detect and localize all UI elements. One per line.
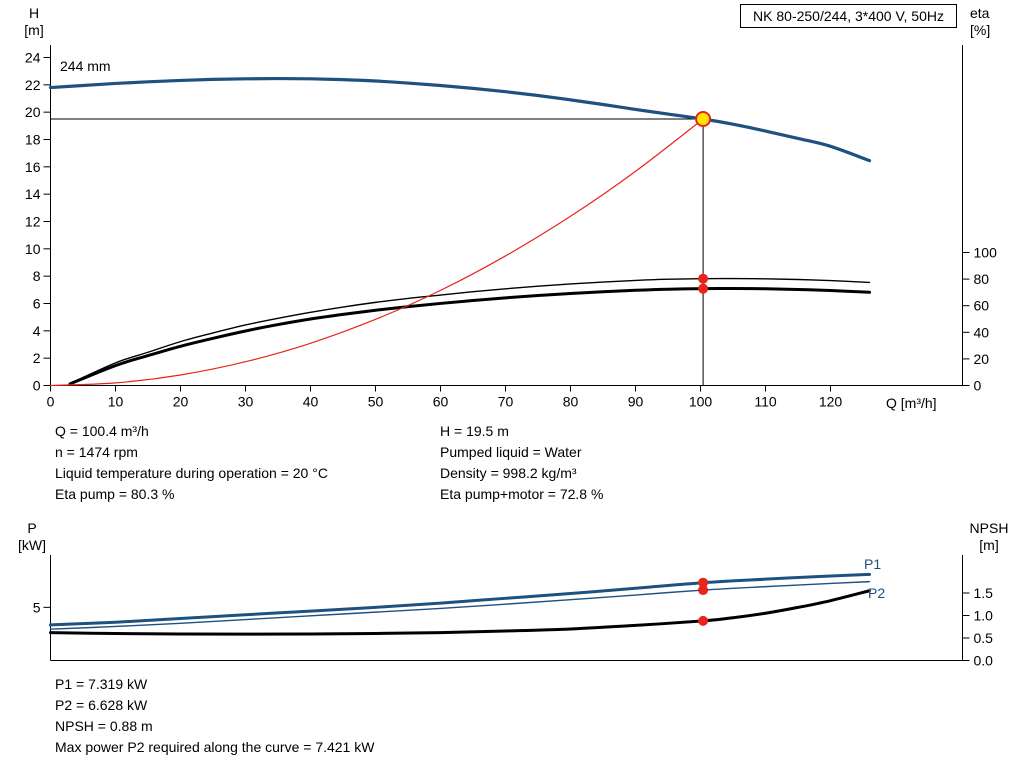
tick-label: 70 — [498, 394, 514, 410]
eta-axis-title-symbol: eta — [970, 5, 990, 21]
operating-point-dot — [698, 615, 709, 626]
info-line-max-power: Max power P2 required along the curve = … — [55, 739, 375, 755]
tick-label: 6 — [33, 295, 41, 311]
head-axis-title-symbol: H — [28, 5, 40, 21]
tick-label: 2 — [33, 350, 41, 366]
tick-label: 5 — [33, 599, 41, 615]
tick-label: 0 — [33, 378, 41, 394]
npsh-axis-title-unit: [m] — [979, 537, 999, 553]
npsh-curve — [49, 589, 871, 636]
duty-info-left-column: Q = 100.4 m³/h n = 1474 rpm Liquid tempe… — [55, 421, 328, 505]
power-axis-title-unit: [kW] — [18, 537, 46, 553]
tick-label: 0.0 — [974, 653, 994, 669]
npsh-axis-title-symbol: NPSH — [969, 520, 1009, 536]
tick-label: 1.5 — [974, 585, 994, 601]
operating-point-dot — [698, 283, 709, 294]
tick-label: 60 — [433, 394, 449, 410]
tick-label: 20 — [974, 351, 990, 367]
tick-label: 8 — [33, 268, 41, 284]
tick-label: 24 — [25, 49, 41, 65]
tick-label: 110 — [754, 394, 777, 410]
info-line-h: H = 19.5 m — [440, 423, 509, 439]
tick-label: 20 — [25, 104, 41, 120]
info-line-p1: P1 = 7.319 kW — [55, 676, 148, 692]
tick-label: 80 — [974, 271, 990, 287]
tick-label: 10 — [108, 394, 124, 410]
power-axis-title: P [kW] — [12, 520, 52, 554]
head-244mm-curve — [48, 76, 872, 163]
power-info-block: P1 = 7.319 kW P2 = 6.628 kW NPSH = 0.88 … — [55, 674, 374, 758]
p1-curve — [49, 572, 871, 627]
eta-pump-curve — [69, 277, 871, 385]
tick-label: 18 — [25, 131, 41, 147]
head-axis-title-unit: [m] — [24, 22, 44, 38]
tick-label: 12 — [25, 213, 41, 229]
eta-axis-title-unit: [%] — [970, 22, 991, 38]
tick-label: 50 — [368, 394, 384, 410]
ticks: 5 0.0 0.5 1.0 1.5 — [33, 585, 993, 669]
p2-curve — [49, 580, 871, 630]
head-axis-title: H [m] — [16, 5, 52, 39]
system-curve-curve — [49, 118, 704, 387]
tick-label: 0 — [974, 378, 982, 394]
npsh-axis-title: NPSH [m] — [960, 520, 1018, 554]
info-line-liquid-temp: Liquid temperature during operation = 20… — [55, 465, 328, 481]
duty-point[interactable] — [695, 110, 712, 127]
tick-label: 4 — [33, 323, 41, 339]
eta-axis-title: eta [%] — [970, 5, 990, 39]
tick-label: 90 — [628, 394, 644, 410]
tick-label: 40 — [974, 324, 990, 340]
tick-label: 100 — [689, 394, 713, 410]
tick-label: 1.0 — [974, 608, 994, 624]
tick-label: 40 — [303, 394, 319, 410]
info-line-n: n = 1474 rpm — [55, 444, 138, 460]
ticks: 0 10 20 30 40 50 60 70 80 90 100 110 120024681012141… — [25, 49, 997, 409]
power-axis-title-symbol: P — [27, 520, 37, 536]
operating-point-dot — [698, 577, 709, 588]
duty-info-right-column: H = 19.5 m Pumped liquid = Water Density… — [440, 421, 603, 505]
operating-point-dot — [698, 273, 709, 284]
tick-label: 22 — [25, 77, 41, 93]
info-line-eta-pump: Eta pump = 80.3 % — [55, 486, 175, 502]
info-line-pumped-liquid: Pumped liquid = Water — [440, 444, 582, 460]
tick-label: 20 — [173, 394, 189, 410]
pump-title-box: NK 80-250/244, 3*400 V, 50Hz — [740, 4, 957, 28]
tick-label: 30 — [238, 394, 254, 410]
operating-point-dot — [698, 585, 709, 596]
p2-curve-label: P2 — [868, 585, 886, 601]
tick-label: 100 — [974, 245, 998, 261]
p1-curve-label: P1 — [864, 556, 882, 572]
tick-label: 80 — [563, 394, 579, 410]
axes — [50, 555, 963, 661]
info-line-density: Density = 998.2 kg/m³ — [440, 465, 577, 481]
tick-label: 14 — [25, 186, 41, 202]
tick-label: 0.5 — [974, 630, 994, 646]
performance-chart: 0 10 20 30 40 50 60 70 80 90 100 110 120024681012141… — [25, 45, 997, 410]
info-line-npsh: NPSH = 0.88 m — [55, 718, 153, 734]
tick-label: 10 — [25, 241, 41, 257]
tick-label: 16 — [25, 159, 41, 175]
axes — [50, 45, 963, 386]
info-line-q: Q = 100.4 m³/h — [55, 423, 149, 439]
tick-label: 120 — [819, 394, 843, 410]
info-line-p2: P2 = 6.628 kW — [55, 697, 148, 713]
info-line-eta-pump-motor: Eta pump+motor = 72.8 % — [440, 486, 604, 502]
flow-axis-title: Q [m³/h] — [886, 395, 937, 411]
impeller-diameter-label: 244 mm — [60, 58, 111, 74]
eta-pump-motor-curve — [68, 287, 871, 386]
tick-label: 0 — [47, 394, 55, 410]
tick-label: 60 — [974, 298, 990, 314]
power-npsh-chart: 5 0.0 0.5 1.0 1.5 — [33, 555, 993, 669]
